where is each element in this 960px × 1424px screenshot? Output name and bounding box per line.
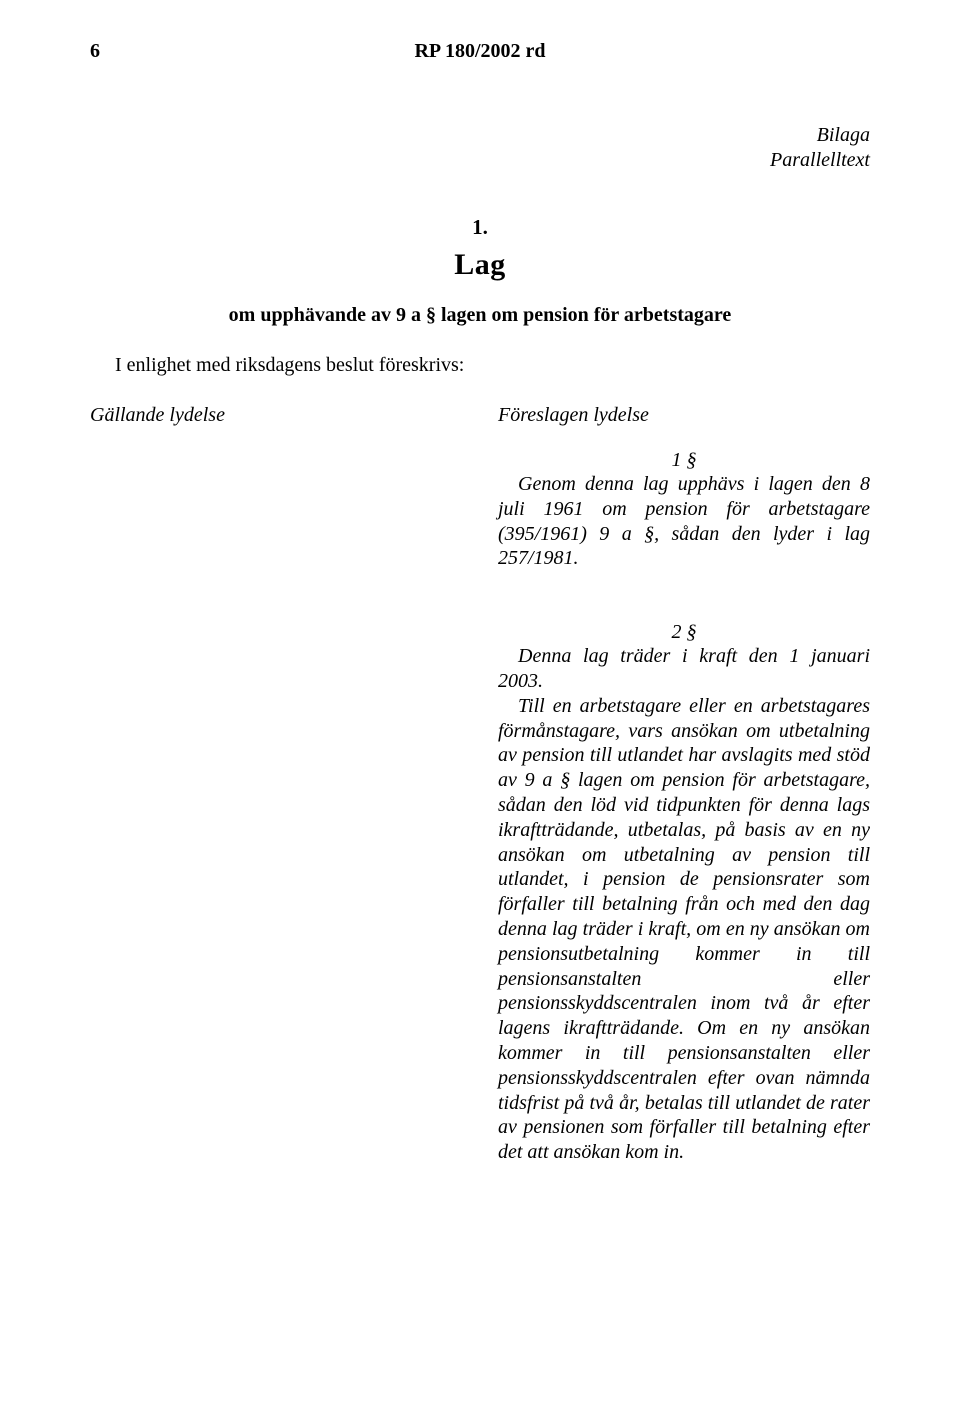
page-header: 6 RP 180/2002 rd <box>90 40 870 63</box>
left-column-heading: Gällande lydelse <box>90 404 462 427</box>
header-spacer <box>840 40 870 63</box>
section-2-text-2: Till en arbetstagare eller en arbetstaga… <box>498 695 870 1163</box>
columns-container: Gällande lydelse Föreslagen lydelse 1 § … <box>90 404 870 1165</box>
section-gap <box>498 571 870 621</box>
law-title: Lag <box>90 248 870 282</box>
preamble: I enlighet med riksdagens beslut föreskr… <box>115 354 870 377</box>
left-column: Gällande lydelse <box>90 404 462 1165</box>
attachment-line1: Bilaga <box>90 123 870 148</box>
right-column-heading: Föreslagen lydelse <box>498 404 870 427</box>
right-column: Föreslagen lydelse 1 § Genom denna lag u… <box>498 404 870 1165</box>
section-1-number: 1 § <box>498 449 870 472</box>
document-reference: RP 180/2002 rd <box>414 40 545 63</box>
section-1-body: Genom denna lag upphävs i lagen den 8 ju… <box>498 472 870 571</box>
law-subtitle: om upphävande av 9 a § lagen om pension … <box>90 304 870 327</box>
attachment-line2: Parallelltext <box>90 148 870 173</box>
page-container: 6 RP 180/2002 rd Bilaga Parallelltext 1.… <box>0 0 960 1205</box>
section-1-text: Genom denna lag upphävs i lagen den 8 ju… <box>498 473 870 569</box>
section-2-number: 2 § <box>498 621 870 644</box>
section-2-text-1: Denna lag träder i kraft den 1 januari 2… <box>498 645 870 692</box>
section-2-body: Denna lag träder i kraft den 1 januari 2… <box>498 644 870 1165</box>
attachment-label: Bilaga Parallelltext <box>90 123 870 173</box>
page-number: 6 <box>90 40 120 63</box>
law-number: 1. <box>90 215 870 240</box>
